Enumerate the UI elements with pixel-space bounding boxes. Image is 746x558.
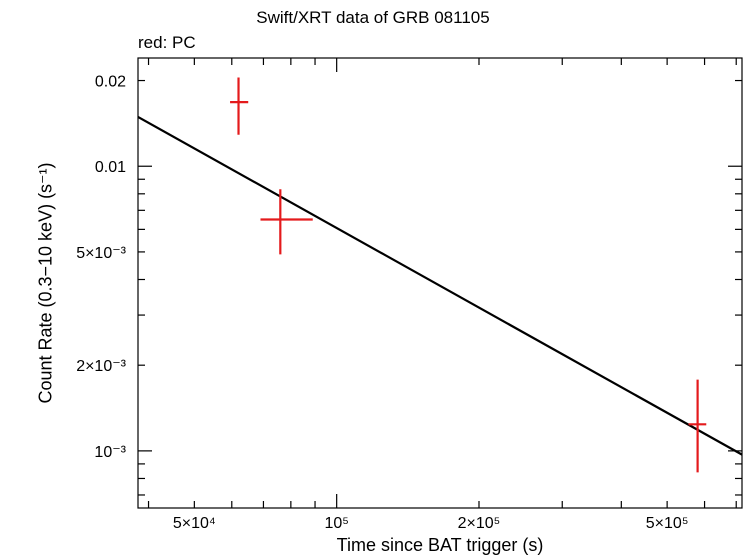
y-tick-label: 5×10⁻³ <box>76 245 126 262</box>
plot-frame <box>137 57 743 509</box>
y-tick-label: 0.01 <box>95 159 126 176</box>
data-point <box>260 189 313 255</box>
data-point <box>688 379 707 473</box>
x-tick-label: 5×10⁴ <box>173 515 216 532</box>
data-points <box>230 77 707 473</box>
x-tick-label: 5×10⁵ <box>646 515 689 532</box>
x-tick-label: 2×10⁵ <box>458 515 501 532</box>
y-tick-label: 10⁻³ <box>94 444 126 461</box>
mode-annotation: red: PC <box>138 33 196 52</box>
power-law-fit-line <box>137 115 743 456</box>
fit-line-group <box>137 115 743 456</box>
y-tick-label: 0.02 <box>95 74 126 91</box>
axis-ticks <box>138 58 742 508</box>
tick-labels: 5×10⁴ 10⁵ 2×10⁵ 5×10⁵ 10⁻³ 2×10⁻³ 5×10⁻³ 0.01 0.… <box>76 74 688 532</box>
y-tick-label: 2×10⁻³ <box>76 358 126 375</box>
data-point <box>230 77 249 135</box>
x-axis-label: Time since BAT trigger (s) <box>336 535 544 555</box>
chart-title: Swift/XRT data of GRB 081105 <box>256 8 490 27</box>
x-tick-label: 10⁵ <box>324 515 348 532</box>
